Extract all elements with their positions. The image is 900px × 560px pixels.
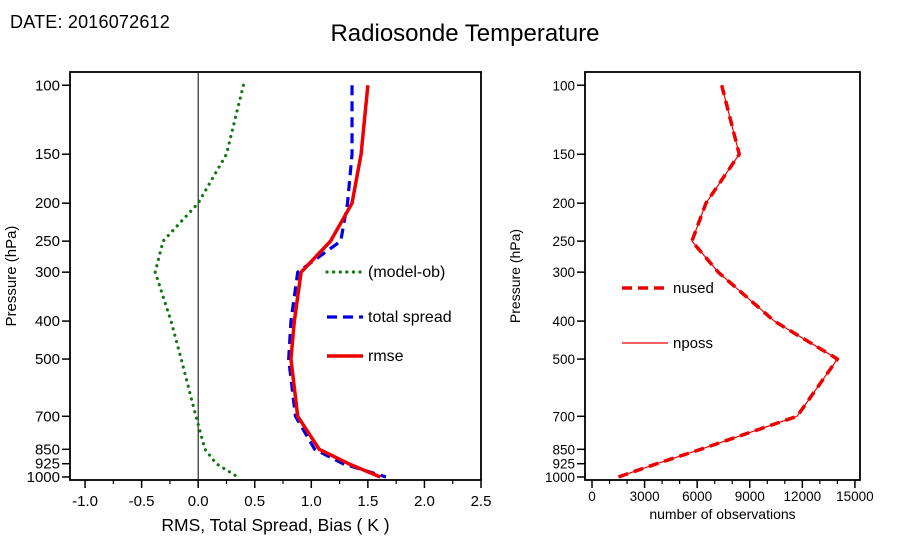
y-tick-label: 150 — [552, 147, 575, 162]
stats-panel: -1.0 -0.5 0.0 0.5 1.0 1.5 2.0 2.5 100 150 200 250 30… — [3, 71, 492, 535]
y-tick-label: 925 — [552, 457, 575, 472]
y-tick-label: 250 — [35, 233, 60, 250]
x-tick-label: 9000 — [735, 489, 765, 504]
legend-label-rmse: rmse — [368, 348, 404, 365]
legend-label-nused: nused — [673, 280, 714, 297]
x-axis-label: RMS, Total Spread, Bias ( K ) — [161, 515, 389, 535]
x-tick-label: 0.5 — [244, 493, 265, 510]
y-tick-label: 500 — [35, 351, 60, 368]
x-tick-label: 2.0 — [414, 493, 435, 510]
y-tick-label: 400 — [35, 313, 60, 330]
y-tick-label: 925 — [35, 456, 60, 473]
line-model-ob — [153, 83, 246, 479]
y-tick-label: 200 — [552, 196, 575, 211]
y-tick-label: 300 — [552, 265, 575, 280]
x-tick-label: -1.0 — [72, 493, 98, 510]
x-tick-label: 6000 — [682, 489, 712, 504]
x-axis-label: number of observations — [649, 506, 795, 522]
y-axis-label: Pressure (hPa) — [3, 226, 20, 327]
plot-box — [69, 71, 482, 481]
x-tick-label: -0.5 — [129, 493, 155, 510]
plot-box — [584, 71, 861, 481]
line-total-spread — [287, 85, 387, 479]
y-tick-label: 200 — [35, 195, 60, 212]
y-tick-label: 300 — [35, 264, 60, 281]
y-tick-label: 850 — [552, 442, 575, 457]
y-axis-label: Pressure (hPa) — [507, 229, 523, 323]
legend-label-model-ob: (model-ob) — [368, 264, 445, 281]
x-tick-label: 1.5 — [357, 493, 378, 510]
x-tick-label: 2.5 — [471, 493, 492, 510]
legend-label-nposs: nposs — [673, 335, 713, 352]
y-tick-label: 850 — [35, 441, 60, 458]
y-tick-label: 150 — [35, 146, 60, 163]
x-tick-label: 15000 — [836, 489, 874, 504]
x-tick-label: 3000 — [630, 489, 660, 504]
y-tick-label: 100 — [552, 78, 575, 93]
date-label: DATE: 2016072612 — [10, 12, 170, 32]
y-tick-label: 1000 — [27, 469, 60, 486]
obs-panel: 0 3000 6000 9000 12000 15000 100 150 200 250 300 40… — [507, 71, 874, 522]
x-tick-label: 1.0 — [301, 493, 322, 510]
legend-label-total-spread: total spread — [368, 309, 452, 326]
line-rmse — [289, 85, 381, 479]
x-tick-label: 0 — [588, 489, 596, 504]
x-tick-label: 0.0 — [188, 493, 209, 510]
y-tick-label: 1000 — [545, 470, 575, 485]
y-tick-label: 700 — [552, 409, 575, 424]
y-tick-label: 400 — [552, 314, 575, 329]
y-tick-label: 100 — [35, 77, 60, 94]
chart-title: Radiosonde Temperature — [330, 20, 600, 47]
line-nused — [617, 84, 840, 479]
x-tick-label: 12000 — [784, 489, 822, 504]
y-tick-label: 250 — [552, 234, 575, 249]
y-tick-label: 700 — [35, 408, 60, 425]
y-tick-label: 500 — [552, 352, 575, 367]
